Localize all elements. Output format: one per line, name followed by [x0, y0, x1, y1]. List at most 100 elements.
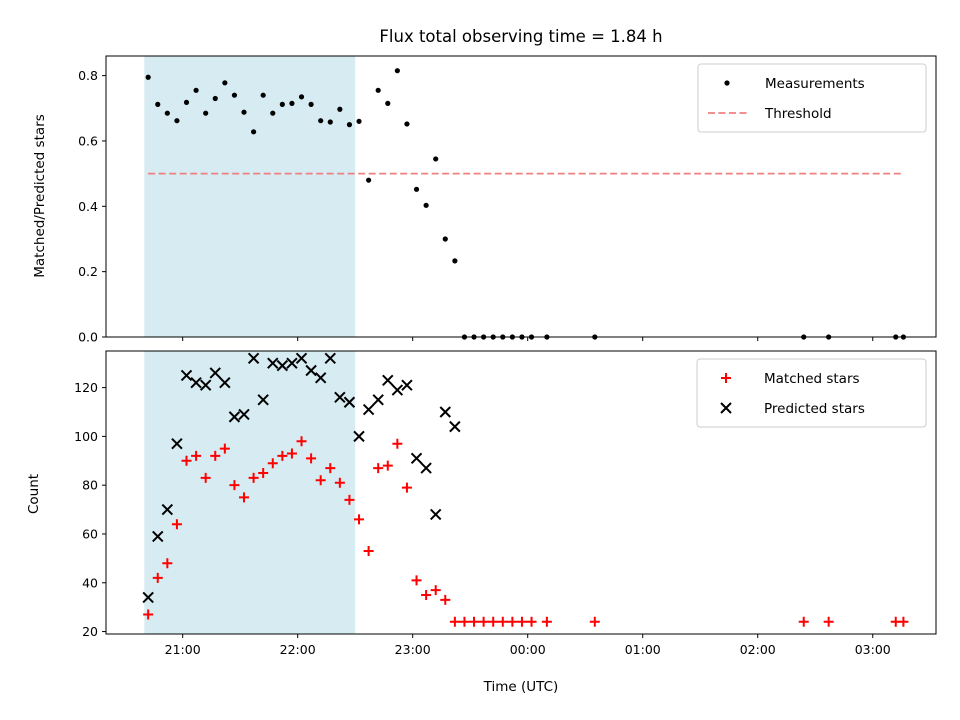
- predicted-stars-point: [142, 591, 154, 604]
- matched-stars-point: [315, 475, 326, 486]
- bottom-y-tick-label: 20: [82, 624, 98, 639]
- top-measurement-point: [375, 87, 381, 93]
- matched-stars-point: [210, 450, 221, 461]
- matched-stars-point: [497, 616, 508, 627]
- top-axes-frame: [105, 55, 937, 338]
- bottom-legend-box: [696, 358, 927, 428]
- top-measurement-point: [366, 177, 372, 183]
- matched-stars-point: [469, 616, 480, 627]
- top-measurement-point: [183, 99, 190, 105]
- matched-stars-point: [258, 467, 269, 478]
- bottom-y-tick-label: 60: [82, 526, 98, 541]
- bottom-y-tick-label: 100: [74, 429, 98, 444]
- matched-stars-point: [171, 519, 182, 530]
- predicted-stars-point: [420, 462, 432, 474]
- top-measurement-point: [260, 92, 266, 98]
- top-measurement-point: [212, 95, 218, 102]
- predicted-stars-point: [199, 379, 212, 391]
- predicted-stars-point: [439, 406, 451, 418]
- matched-stars-point: [152, 572, 163, 583]
- matched-stars-point: [162, 558, 173, 569]
- legend-measurements-marker: [724, 80, 730, 86]
- top-y-tick-label: 0.6: [78, 133, 98, 148]
- top-measurement-point: [442, 236, 448, 242]
- matched-stars-point: [229, 480, 240, 491]
- predicted-stars-point: [295, 352, 308, 365]
- top-legend-label: Threshold: [764, 106, 832, 122]
- matched-stars-point: [401, 482, 412, 493]
- matched-stars-point: [277, 450, 288, 461]
- x-tick-label: 03:00: [855, 642, 891, 657]
- matched-stars-point: [430, 585, 441, 596]
- matched-stars-point: [411, 575, 422, 586]
- matched-stars-point: [219, 443, 230, 454]
- top-panel: 0.0 0.2 0.4 0.6 0.8 Measurements Threshold: [78, 55, 937, 345]
- predicted-stars-point: [257, 394, 269, 406]
- top-measurement-point: [318, 118, 324, 124]
- matched-stars-point: [488, 616, 499, 627]
- predicted-stars-point: [343, 396, 356, 408]
- x-tick-label: 02:00: [740, 642, 776, 657]
- top-measurement-point: [145, 74, 151, 80]
- top-legend-box: [697, 63, 927, 133]
- matched-stars-point: [267, 458, 278, 469]
- predicted-stars-point: [391, 384, 404, 396]
- top-measurement-point: [164, 110, 170, 116]
- x-tick-label: 23:00: [395, 642, 431, 657]
- matched-stars-point: [798, 616, 809, 627]
- top-shaded-region: [144, 56, 356, 337]
- top-measurement-point: [385, 100, 391, 106]
- predicted-stars-point: [314, 372, 327, 384]
- top-measurement-point: [222, 80, 228, 86]
- bottom-legend-label: Predicted stars: [764, 401, 865, 417]
- top-measurement-point: [193, 87, 199, 93]
- matched-stars-point: [541, 616, 552, 627]
- top-measurement-point: [231, 92, 238, 98]
- matched-stars-point: [373, 463, 384, 474]
- matched-stars-point: [898, 616, 909, 627]
- top-measurement-point: [250, 129, 257, 135]
- x-tick-label: 00:00: [510, 642, 546, 657]
- predicted-stars-point: [228, 411, 241, 423]
- matched-stars-point: [239, 492, 250, 503]
- top-measurement-point: [203, 110, 209, 116]
- top-y-tick-label: 0.8: [78, 68, 98, 83]
- predicted-stars-point: [276, 359, 289, 372]
- predicted-stars-point: [353, 430, 365, 443]
- top-measurement-point: [308, 101, 314, 107]
- top-measurement-point: [174, 118, 180, 124]
- matched-stars-point: [382, 460, 393, 471]
- predicted-stars-point: [382, 374, 394, 386]
- x-tick-label: 01:00: [625, 642, 661, 657]
- matched-stars-point: [823, 616, 834, 627]
- top-measurement-point: [346, 122, 353, 128]
- top-measurement-point: [327, 119, 333, 125]
- predicted-stars-point: [219, 377, 231, 389]
- predicted-stars-point: [171, 437, 183, 450]
- top-y-tick-label: 0.2: [78, 264, 98, 279]
- matched-stars-point: [459, 616, 470, 627]
- chart-title: Flux total observing time = 1.84 h: [379, 27, 662, 46]
- matched-stars-point: [191, 450, 202, 461]
- top-legend-label: Measurements: [765, 76, 865, 92]
- matched-stars-point: [200, 472, 211, 483]
- matched-stars-point: [344, 494, 355, 505]
- matched-stars-point: [286, 448, 297, 459]
- bottom-y-tick-label: 80: [82, 478, 98, 493]
- legend-predicted-stars-marker: [720, 402, 732, 414]
- bottom-shaded-region: [144, 351, 356, 634]
- top-measurement-point: [241, 109, 247, 115]
- predicted-stars-point: [238, 408, 250, 421]
- matched-stars-point: [143, 609, 154, 620]
- predicted-stars-point: [161, 503, 174, 516]
- bottom-y-axis-label: Count: [26, 474, 42, 514]
- top-measurement-point: [298, 94, 305, 100]
- predicted-stars-point: [324, 352, 336, 365]
- bottom-legend-label: Matched stars: [764, 371, 860, 387]
- predicted-stars-point: [209, 367, 221, 379]
- matched-stars-point: [421, 589, 432, 600]
- matched-stars-point: [181, 455, 192, 466]
- matched-stars-point: [248, 472, 259, 483]
- matched-stars-point: [354, 514, 365, 525]
